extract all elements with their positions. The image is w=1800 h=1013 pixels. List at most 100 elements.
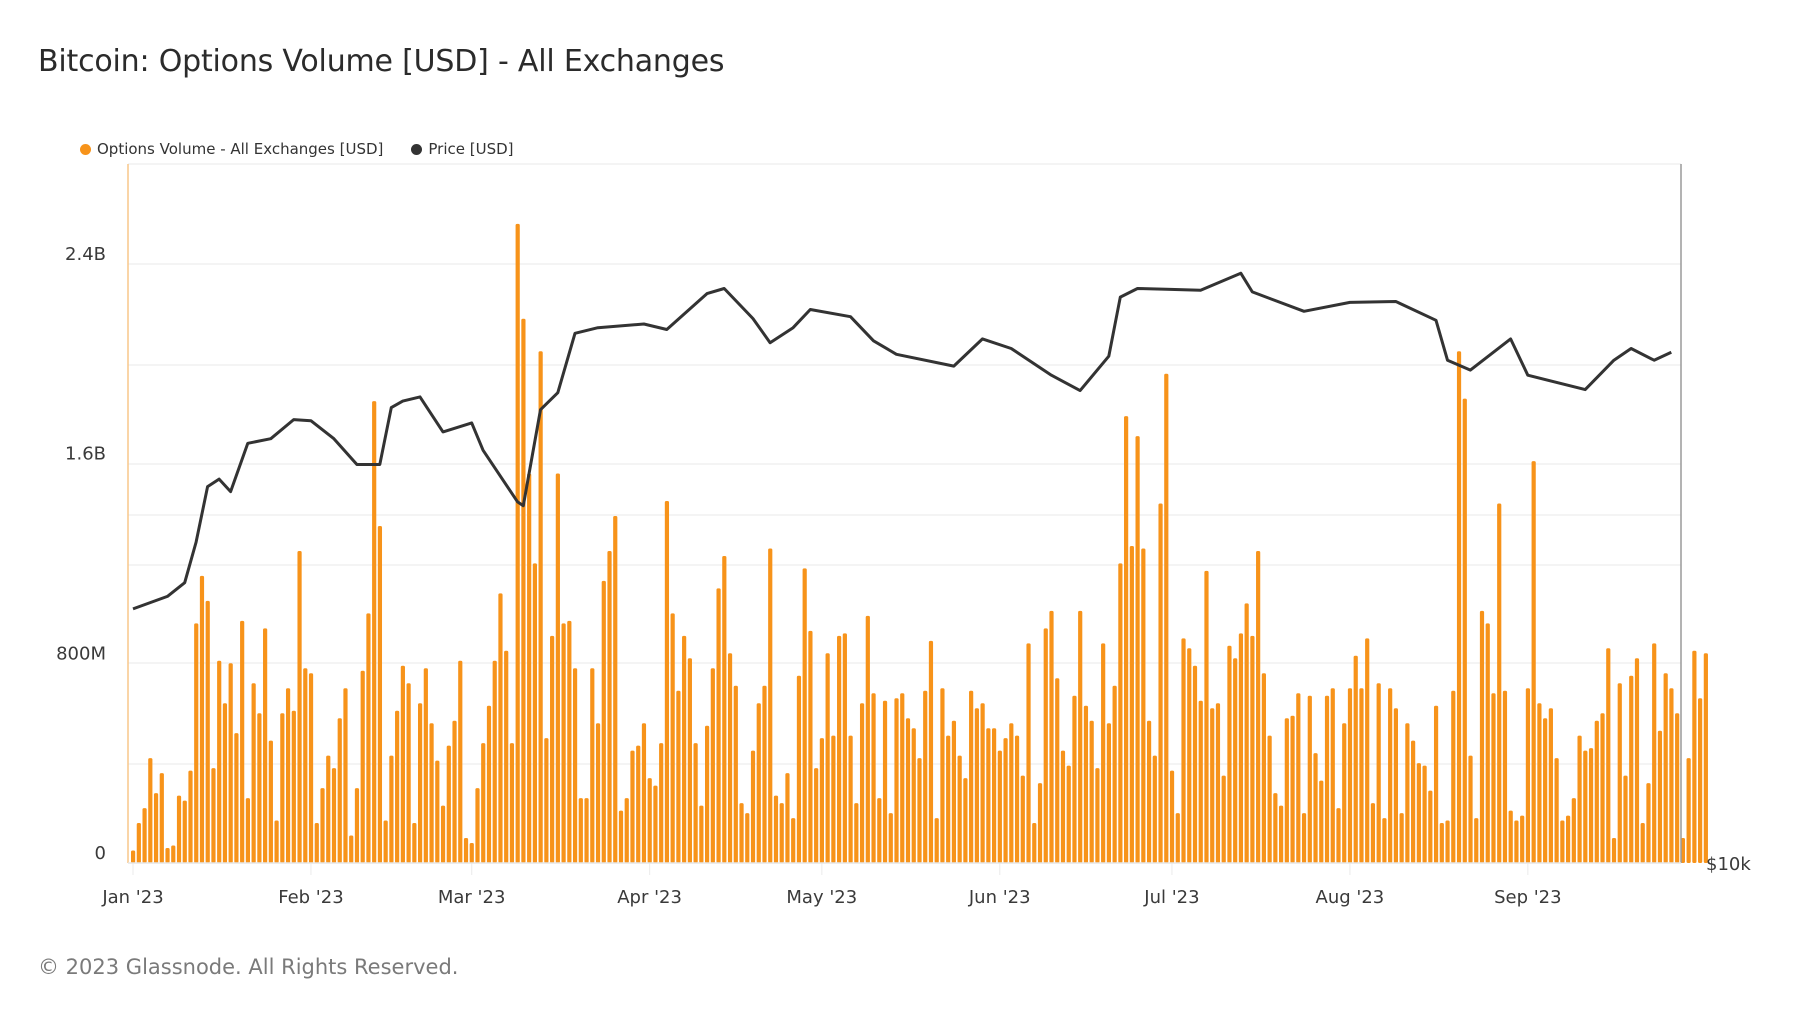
volume-bar [647, 778, 652, 863]
volume-bar [894, 698, 899, 863]
volume-bar [882, 700, 888, 863]
volume-bar [509, 743, 515, 863]
volume-bar [865, 615, 870, 863]
legend-item-price[interactable]: Price [USD] [411, 140, 514, 158]
volume-bar [1491, 693, 1496, 863]
volume-bar [900, 693, 905, 863]
volume-bar [1244, 603, 1249, 863]
volume-bar [969, 690, 974, 863]
volume-bar [1192, 665, 1198, 863]
volume-bar [750, 750, 756, 863]
volume-bar [624, 798, 629, 863]
volume-bar [1129, 545, 1134, 863]
volume-bar [928, 640, 934, 863]
volume-bar [762, 685, 767, 863]
x-tick-label: May '23 [786, 887, 857, 908]
volume-bar [297, 550, 302, 863]
volume-bar [590, 668, 595, 863]
volume-bar [1118, 563, 1123, 863]
volume-bar [1468, 755, 1473, 863]
volume-bar [1663, 673, 1668, 863]
volume-bar [1198, 700, 1203, 863]
volume-bar [848, 735, 853, 863]
volume-bar [1577, 735, 1582, 863]
volume-bar [1078, 610, 1083, 863]
volume-bar [727, 653, 733, 863]
volume-bar [153, 793, 159, 863]
x-tick-label: Feb '23 [278, 887, 343, 908]
volume-bar [1336, 808, 1341, 863]
volume-bar [1152, 755, 1157, 863]
volume-bar [1485, 623, 1490, 863]
volume-bar [951, 720, 957, 863]
volume-bar [1543, 718, 1548, 863]
volume-bar [613, 515, 618, 863]
volume-bar [199, 575, 205, 863]
volume-bar [911, 728, 916, 863]
volume-bar [1606, 648, 1611, 863]
volume-bar [1169, 770, 1175, 863]
volume-bar [963, 778, 968, 863]
volume-bar [383, 820, 388, 863]
volume-bar [699, 805, 704, 863]
gridlines [128, 163, 1681, 875]
volume-bar [710, 668, 715, 863]
volume-bar [1112, 685, 1117, 863]
volume-bar [1060, 750, 1066, 863]
volume-bar [768, 548, 773, 863]
volume-bar [291, 710, 296, 863]
volume-bar [222, 703, 228, 863]
right-axis-label: $10k [1706, 854, 1751, 875]
volume-bar [1106, 723, 1111, 863]
volume-bar [1588, 748, 1594, 863]
legend-item-volume[interactable]: Options Volume - All Exchanges [USD] [80, 140, 383, 158]
volume-bar [148, 758, 153, 863]
volume-bar [1703, 653, 1708, 863]
volume-bar [796, 675, 802, 863]
volume-bar [481, 743, 486, 863]
volume-bar [1479, 610, 1485, 863]
volume-bar [1026, 643, 1031, 863]
volume-bar [584, 798, 589, 863]
volume-bar [1072, 695, 1077, 863]
volume-bar [372, 401, 377, 863]
volume-bar [1405, 723, 1410, 863]
y-tick-label: 2.4B [65, 244, 106, 265]
volume-bar [1204, 570, 1209, 863]
volume-bar [1353, 655, 1358, 863]
volume-bar [555, 473, 560, 863]
volume-bar [687, 658, 692, 863]
volume-bar [1520, 815, 1525, 863]
volume-bar [572, 668, 578, 863]
volume-bar [176, 795, 182, 863]
volume-bar [1215, 703, 1221, 863]
volume-bar [997, 750, 1002, 863]
volume-bar [182, 800, 187, 863]
volume-bar [360, 670, 365, 863]
volume-bar [1416, 763, 1421, 863]
volume-bar [992, 728, 997, 863]
volume-bar [240, 620, 245, 863]
volume-bar [842, 633, 847, 863]
volume-bar [228, 663, 233, 863]
volume-bar [1290, 715, 1295, 863]
volume-bar [521, 318, 526, 863]
y-tick-label: 800M [56, 643, 106, 664]
volume-bar [888, 813, 893, 863]
volume-bar [1175, 813, 1180, 863]
chart-title: Bitcoin: Options Volume [USD] - All Exch… [38, 44, 725, 79]
volume-bar [1049, 610, 1054, 863]
volume-bar [1462, 398, 1467, 863]
volume-bar [825, 653, 830, 863]
volume-bar [1502, 690, 1508, 863]
volume-bar [1083, 705, 1089, 863]
y-tick-label: 1.6B [65, 444, 106, 465]
volume-bar [659, 743, 664, 863]
volume-bar [429, 723, 434, 863]
x-tick-label: Jan '23 [101, 887, 163, 908]
volume-bar [601, 580, 606, 863]
volume-bar [320, 788, 325, 863]
volume-bar [1158, 503, 1163, 863]
volume-bar [257, 713, 262, 863]
